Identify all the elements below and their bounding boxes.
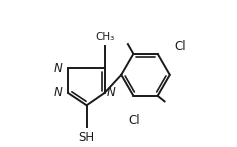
Text: CH₃: CH₃ [95,32,114,42]
Text: Cl: Cl [175,40,186,53]
Text: N: N [107,86,115,99]
Text: SH: SH [78,131,95,144]
Text: N: N [54,62,62,75]
Text: N: N [54,86,62,99]
Text: Cl: Cl [128,114,140,127]
